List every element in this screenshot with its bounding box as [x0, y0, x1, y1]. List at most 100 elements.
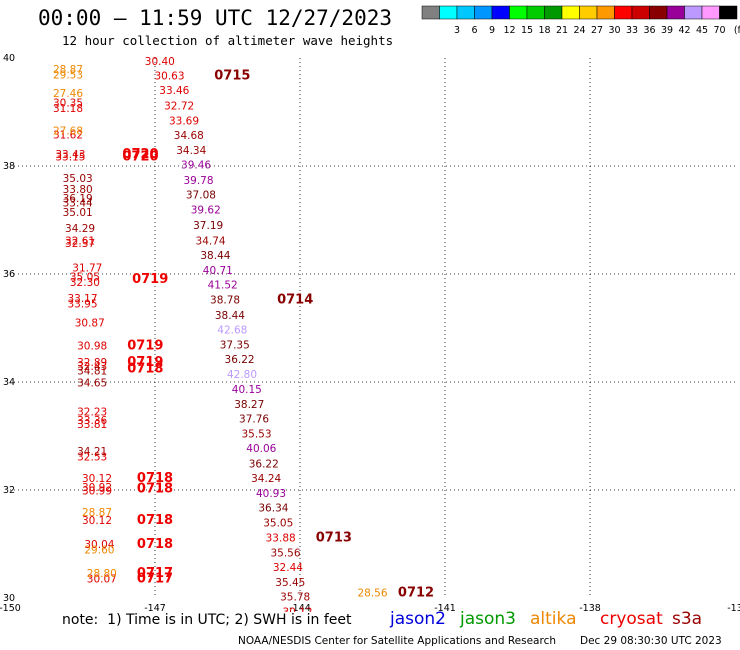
legend-tick-label: 21: [556, 25, 568, 36]
legend-tick-label: 42: [678, 25, 690, 36]
time-label: 0714: [277, 293, 313, 308]
wave-height-altika: 28.87: [82, 507, 112, 519]
wave-height-altika: 28.80: [87, 568, 117, 580]
time-label: 0718: [137, 471, 173, 486]
wave-height-s3a: 34.34: [176, 145, 206, 157]
time-label: 0718: [137, 513, 173, 528]
wave-height-s3a: 34.24: [251, 473, 281, 485]
x-tick-label: -138: [579, 603, 601, 612]
wave-height-s3a: 40.06: [246, 443, 276, 455]
time-label: 0720: [122, 150, 158, 165]
x-tick-label: -144: [289, 603, 311, 612]
time-label: 0717: [137, 566, 173, 581]
time-label: 0712: [398, 585, 434, 600]
wave-height-plot: -150 -147 -144 -141 -138 -13 30 32 34 36 38 40 30.35…: [0, 53, 740, 612]
wave-height-altika: 29.53: [53, 70, 83, 82]
wave-height-cryosat: 34.21: [77, 446, 107, 458]
wave-height-cryosat: 35.05: [70, 271, 100, 283]
wave-height-s3a: 35.56: [270, 547, 300, 559]
wave-height-s3a: 42.80: [227, 369, 257, 381]
wave-height-s3a: 40.15: [232, 384, 262, 396]
wave-height-s3a: 36.22: [249, 458, 279, 470]
wave-height-cryosat: 30.04: [84, 539, 114, 551]
wave-height-cryosat: 32.23: [77, 406, 107, 418]
wave-height-cryosat: 36.19: [63, 193, 93, 205]
wave-height-s3a: 38.44: [215, 310, 245, 322]
wave-height-altika: 28.87: [53, 64, 83, 76]
legend-tick-label: 6: [471, 25, 477, 36]
wave-height-cryosat: 31.18: [53, 103, 83, 115]
wave-height-cryosat: 32.43: [77, 361, 107, 373]
wave-height-s3a: 34.74: [196, 235, 226, 247]
y-tick-label: 32: [3, 485, 15, 496]
chart-title: 00:00 – 11:59 UTC 12/27/2023: [38, 6, 393, 30]
wave-height-s3a: 33.46: [159, 85, 189, 97]
wave-height-s3a: 35.53: [241, 429, 271, 441]
wave-height-cryosat: 33.95: [67, 298, 97, 310]
wave-height-cryosat: 30.12: [82, 473, 112, 485]
wave-height-s3a: 40.71: [203, 265, 233, 277]
legend-tick-label: 39: [661, 25, 673, 36]
wave-height-s3a: 30.63: [154, 71, 184, 83]
y-tick-label: 38: [3, 161, 15, 172]
timestamp-text: Dec 29 08:30:30 UTC 2023: [580, 635, 722, 647]
wave-height-s3a: 40.93: [256, 488, 286, 500]
legend-tick-label: 27: [591, 25, 603, 36]
wave-height-cryosat: 32.61: [65, 235, 95, 247]
legend-tick-label: 24: [573, 25, 585, 36]
time-label: 0719: [132, 272, 168, 287]
time-label: 0718: [137, 482, 173, 497]
wave-height-cryosat: 33.80: [63, 184, 93, 196]
y-tick-label: 30: [3, 593, 15, 604]
x-tick-label: -141: [434, 603, 456, 612]
wave-height-cryosat: 33.43: [55, 149, 85, 161]
y-tick-label: 36: [3, 269, 15, 280]
credit-text: NOAA/NESDIS Center for Satellite Applica…: [238, 635, 556, 647]
y-tick-label: 40: [3, 53, 15, 64]
chart-subtitle: 12 hour collection of altimeter wave hei…: [62, 33, 394, 48]
wave-height-altika: 27.68: [53, 126, 83, 138]
wave-height-cryosat: 34.81: [77, 365, 107, 377]
wave-height-s3a: 33.69: [169, 115, 199, 127]
legend-tick-label: 15: [521, 25, 533, 36]
legend-tick-label: 3: [454, 25, 460, 36]
time-label: 0717: [137, 571, 173, 586]
legend-tick-label: 9: [489, 25, 495, 36]
wave-height-s3a: 39.78: [183, 175, 213, 187]
wave-height-s3a: 38.78: [210, 295, 240, 307]
wave-height-s3a: 36.34: [258, 503, 288, 515]
wave-height-cryosat: 32.30: [70, 277, 100, 289]
wave-height-cryosat: 30.12: [82, 515, 112, 527]
wave-height-s3a: 30.12: [283, 606, 313, 612]
satellite-label-jason3: jason3: [460, 609, 516, 629]
time-label: 0720: [122, 147, 158, 162]
wave-height-s3a: 33.88: [266, 532, 296, 544]
time-label: 0718: [127, 361, 163, 376]
wave-height-s3a: 39.46: [181, 160, 211, 172]
legend-tick-label: 12: [503, 25, 515, 36]
legend-tick-label: 45: [696, 25, 708, 36]
legend-tick-label: 36: [643, 25, 655, 36]
wave-height-cryosat: 30.87: [75, 317, 105, 329]
wave-height-altika: 29.60: [84, 545, 114, 557]
legend-tick-label: 30: [608, 25, 620, 36]
wave-height-cryosat: 30.98: [77, 341, 107, 353]
satellite-label-altika: altika: [530, 609, 577, 629]
wave-height-cryosat: 32.37: [65, 238, 95, 250]
wave-height-cryosat: 33.81: [77, 419, 107, 431]
satellite-label-jason2: jason2: [390, 609, 446, 629]
wave-height-s3a: 42.68: [217, 324, 247, 336]
wave-height-s3a: 32.44: [273, 562, 303, 574]
wave-height-cryosat: 30.92: [82, 482, 112, 494]
wave-height-s3a: 35.45: [275, 577, 305, 589]
wave-height-s3a: 41.52: [208, 280, 238, 292]
wave-height-cryosat: 30.35: [53, 98, 83, 110]
time-label: 0719: [127, 339, 163, 354]
satellite-label-cryosat: cryosat: [600, 609, 663, 629]
x-tick-label: -147: [144, 603, 166, 612]
wave-height-s3a: 39.62: [191, 205, 221, 217]
legend-unit: (ft): [734, 25, 740, 36]
wave-height-cryosat: 33.44: [63, 198, 93, 210]
